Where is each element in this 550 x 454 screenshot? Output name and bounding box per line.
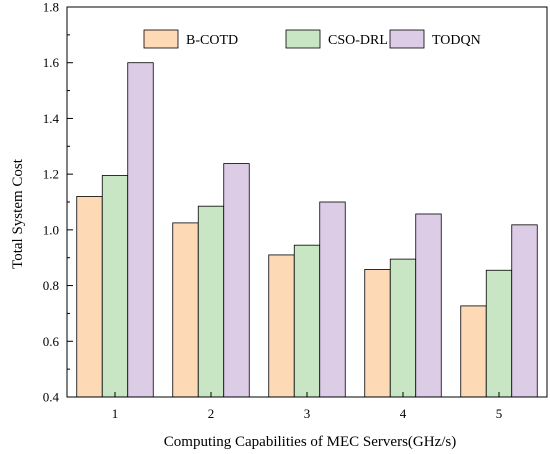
x-tick-label: 5 (496, 406, 503, 421)
legend: B-COTD CSO-DRL TODQN (143, 29, 481, 49)
bar-cso-drl-1 (101, 175, 129, 398)
bar-b-cotd-4 (364, 269, 391, 398)
bar-cso-drl-5 (485, 269, 513, 398)
legend-swatch-b-cotd (143, 29, 179, 49)
y-tick-label: 1.2 (43, 167, 59, 182)
x-tick-label: 4 (400, 406, 407, 421)
x-axis-title: Computing Capabilities of MEC Servers(GH… (164, 434, 456, 450)
y-ticks-layer: 0.4 0.6 0.8 1.0 1.2 1.4 1.6 1.8 (43, 0, 73, 405)
bar-todqn-1 (127, 62, 154, 398)
bar-todqn-3 (319, 201, 346, 398)
x-ticks-layer: 1 2 3 4 5 (112, 392, 503, 421)
bar-todqn-4 (415, 213, 442, 398)
legend-label-cso-drl: CSO-DRL (328, 33, 388, 48)
bar-todqn-5 (511, 224, 538, 398)
y-tick-label: 1.0 (43, 222, 59, 237)
y-tick-label: 0.8 (43, 278, 59, 293)
x-tick-label: 1 (112, 406, 119, 421)
y-tick-label: 1.4 (43, 111, 60, 126)
bar-cso-drl-3 (293, 244, 321, 398)
bar-b-cotd-5 (460, 305, 487, 398)
y-tick-label: 0.6 (43, 334, 60, 349)
bar-cso-drl-2 (197, 205, 225, 398)
bar-b-cotd-3 (268, 254, 295, 398)
y-tick-label: 1.6 (43, 55, 60, 70)
y-tick-label: 1.8 (43, 0, 59, 15)
legend-swatch-todqn (389, 29, 425, 49)
legend-label-todqn: TODQN (432, 33, 481, 48)
y-tick-label: 0.4 (43, 390, 60, 405)
bars-layer (76, 62, 538, 398)
x-tick-label: 2 (208, 406, 215, 421)
bar-cso-drl-4 (389, 258, 417, 398)
x-tick-label: 3 (304, 406, 311, 421)
bar-todqn-2 (223, 163, 250, 398)
y-axis-title: Total System Cost (10, 158, 26, 269)
bar-b-cotd-2 (172, 222, 199, 398)
bar-b-cotd-1 (76, 196, 103, 398)
legend-swatch-cso-drl (285, 29, 321, 49)
legend-label-b-cotd: B-COTD (186, 33, 238, 48)
